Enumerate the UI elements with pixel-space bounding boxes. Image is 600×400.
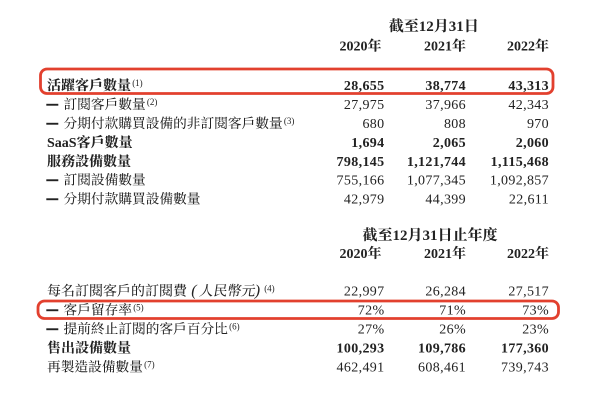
svg-text:1,092,857: 1,092,857 <box>490 174 549 189</box>
svg-text:26,284: 26,284 <box>425 285 466 300</box>
svg-text:42,343: 42,343 <box>508 98 549 113</box>
svg-text:73%: 73% <box>522 304 549 319</box>
svg-text:12: 12 <box>393 228 408 244</box>
svg-text:755,166: 755,166 <box>337 174 385 189</box>
svg-text:43,313: 43,313 <box>508 79 549 94</box>
svg-text:26%: 26% <box>439 323 466 338</box>
svg-text:(3): (3) <box>284 116 295 126</box>
svg-text:177,360: 177,360 <box>501 342 549 357</box>
svg-text:(2): (2) <box>147 97 158 107</box>
svg-text:28,655: 28,655 <box>344 79 385 94</box>
svg-text:42,979: 42,979 <box>344 193 385 208</box>
svg-text:739,743: 739,743 <box>501 361 549 376</box>
svg-text:2020: 2020 <box>340 247 368 262</box>
svg-text:44,399: 44,399 <box>425 193 466 208</box>
svg-text:2022: 2022 <box>507 40 535 55</box>
svg-text:(5): (5) <box>133 302 144 312</box>
svg-text:2,060: 2,060 <box>516 136 549 151</box>
svg-text:2021: 2021 <box>424 247 452 262</box>
svg-text:808: 808 <box>444 117 466 132</box>
svg-text:): ) <box>254 283 260 300</box>
svg-text:31: 31 <box>423 228 438 244</box>
svg-text:100,293: 100,293 <box>337 342 385 357</box>
svg-text:970: 970 <box>527 117 549 132</box>
svg-text:72%: 72% <box>358 304 385 319</box>
svg-text:31: 31 <box>449 19 464 35</box>
svg-text:27,975: 27,975 <box>344 98 385 113</box>
svg-text:798,145: 798,145 <box>337 155 385 170</box>
svg-text:37,966: 37,966 <box>425 98 466 113</box>
svg-text:2022: 2022 <box>507 247 535 262</box>
svg-text:109,786: 109,786 <box>418 342 466 357</box>
svg-text:2021: 2021 <box>424 40 452 55</box>
svg-text:(1): (1) <box>132 78 143 88</box>
svg-text:(: ( <box>191 283 198 300</box>
svg-text:27%: 27% <box>358 323 385 338</box>
svg-text:(7): (7) <box>144 359 155 369</box>
svg-text:680: 680 <box>362 117 384 132</box>
svg-text:SaaS: SaaS <box>47 136 77 151</box>
svg-text:1,694: 1,694 <box>351 136 384 151</box>
svg-text:462,491: 462,491 <box>337 361 385 376</box>
svg-text:1,115,468: 1,115,468 <box>491 155 549 170</box>
svg-text:38,774: 38,774 <box>425 79 466 94</box>
svg-text:23%: 23% <box>522 323 549 338</box>
svg-text:12: 12 <box>419 19 434 35</box>
svg-text:22,611: 22,611 <box>509 193 549 208</box>
svg-text:27,517: 27,517 <box>508 285 549 300</box>
svg-text:2,065: 2,065 <box>433 136 466 151</box>
svg-text:71%: 71% <box>439 304 466 319</box>
svg-text:(4): (4) <box>264 283 275 293</box>
svg-text:22,997: 22,997 <box>344 285 385 300</box>
svg-text:608,461: 608,461 <box>418 361 466 376</box>
svg-text:2020: 2020 <box>340 40 368 55</box>
svg-text:1,077,345: 1,077,345 <box>407 174 466 189</box>
svg-text:(6): (6) <box>229 321 240 331</box>
svg-text:1,121,744: 1,121,744 <box>407 155 466 170</box>
